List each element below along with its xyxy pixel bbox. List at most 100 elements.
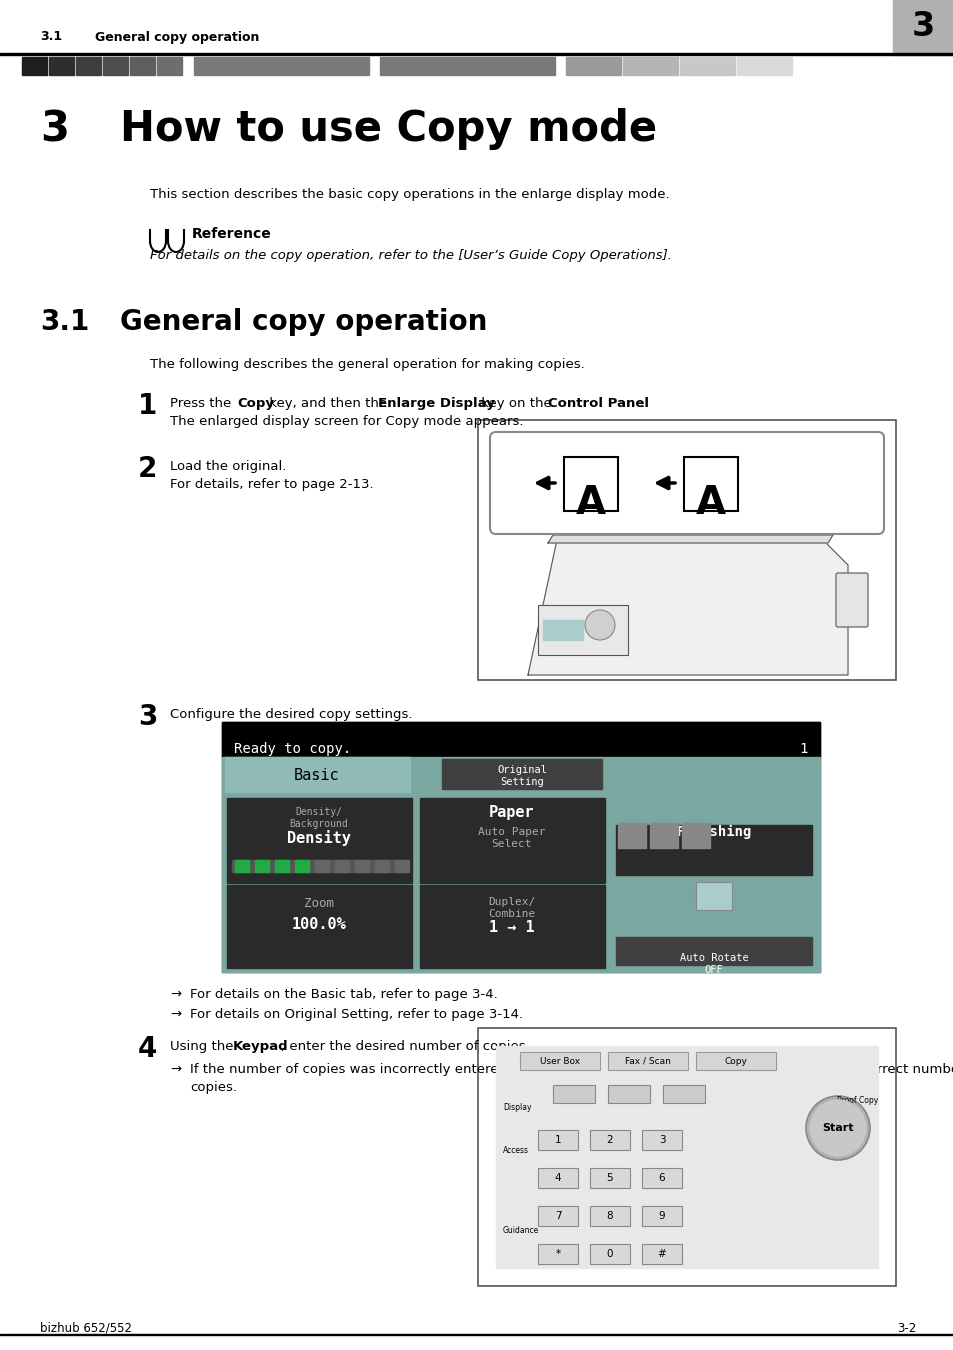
Text: Display: Display <box>502 1103 531 1112</box>
Circle shape <box>805 1096 869 1160</box>
Text: Using the: Using the <box>170 1040 237 1053</box>
Bar <box>232 860 407 872</box>
Text: 2: 2 <box>606 1135 613 1145</box>
Text: 4: 4 <box>138 1035 157 1062</box>
Text: General copy operation: General copy operation <box>95 31 259 43</box>
Bar <box>441 759 601 788</box>
Bar <box>274 860 289 872</box>
Bar <box>234 860 249 872</box>
Text: Access: Access <box>502 1146 529 1156</box>
Text: Basic: Basic <box>294 768 339 783</box>
Bar <box>737 57 791 76</box>
Text: 7: 7 <box>554 1211 560 1220</box>
Text: (clear) key in the keypad, and then enter the correct number of: (clear) key in the keypad, and then ente… <box>552 1062 953 1076</box>
Bar <box>157 57 182 76</box>
Text: 9: 9 <box>658 1211 664 1220</box>
Text: Fax / Scan: Fax / Scan <box>624 1057 670 1065</box>
Text: Zoom: Zoom <box>304 896 334 910</box>
Text: Reference: Reference <box>192 227 272 242</box>
Text: The enlarged display screen for Copy mode appears.: The enlarged display screen for Copy mod… <box>170 414 523 428</box>
Circle shape <box>584 610 615 640</box>
Text: The following describes the general operation for making copies.: The following describes the general oper… <box>150 358 584 371</box>
Text: 1 → 1: 1 → 1 <box>489 919 535 936</box>
Text: copies.: copies. <box>190 1081 236 1094</box>
Text: →: → <box>170 1008 181 1021</box>
Text: 3: 3 <box>910 11 934 43</box>
FancyBboxPatch shape <box>835 572 867 626</box>
Text: , enter the desired number of copies.: , enter the desired number of copies. <box>281 1040 529 1053</box>
Text: How to use Copy mode: How to use Copy mode <box>120 108 657 150</box>
Text: .: . <box>640 397 644 410</box>
Text: For details, refer to page 2-13.: For details, refer to page 2-13. <box>170 478 374 491</box>
Bar <box>679 57 734 76</box>
Polygon shape <box>527 535 847 675</box>
Bar <box>607 1052 687 1071</box>
Text: Paper: Paper <box>489 805 535 819</box>
Text: Enlarge Display: Enlarge Display <box>377 397 495 410</box>
Bar <box>222 757 820 795</box>
Text: key, and then the: key, and then the <box>265 397 391 410</box>
Bar <box>892 0 953 55</box>
Bar <box>496 1046 877 1268</box>
Bar <box>227 798 412 883</box>
Bar <box>419 798 604 883</box>
Bar <box>0 1334 953 1335</box>
Text: 1: 1 <box>138 392 157 420</box>
Bar <box>225 757 410 792</box>
Text: 3: 3 <box>40 108 69 150</box>
Bar <box>563 458 618 512</box>
Bar <box>613 886 814 968</box>
Text: For details on Original Setting, refer to page 3-14.: For details on Original Setting, refer t… <box>190 1008 522 1021</box>
Bar <box>696 1052 775 1071</box>
Text: key on the: key on the <box>476 397 556 410</box>
Bar <box>542 620 582 640</box>
Bar <box>130 57 154 76</box>
Bar <box>616 825 811 875</box>
Text: Ready to copy.: Ready to copy. <box>233 743 351 756</box>
Text: 4: 4 <box>554 1173 560 1183</box>
Text: Start: Start <box>821 1123 853 1133</box>
Bar <box>641 1243 681 1264</box>
Text: →: → <box>170 1062 181 1076</box>
Text: Auto Paper
Select: Auto Paper Select <box>477 828 545 849</box>
Bar <box>681 824 709 848</box>
Bar <box>622 57 678 76</box>
Text: 2: 2 <box>138 455 157 483</box>
Bar <box>193 57 369 76</box>
Bar <box>22 57 47 76</box>
FancyBboxPatch shape <box>490 432 883 535</box>
Bar <box>537 1206 578 1226</box>
Text: Copy: Copy <box>723 1057 746 1065</box>
Bar <box>254 860 269 872</box>
Bar <box>696 882 731 910</box>
Text: A: A <box>576 485 605 522</box>
Text: C: C <box>541 1062 551 1076</box>
Text: →: → <box>170 988 181 1000</box>
Text: 3: 3 <box>138 703 157 730</box>
Text: 1: 1 <box>799 743 807 756</box>
Bar <box>335 860 349 872</box>
Bar <box>537 1243 578 1264</box>
Bar <box>565 57 620 76</box>
Text: For details on the copy operation, refer to the [User’s Guide Copy Operations].: For details on the copy operation, refer… <box>150 248 671 262</box>
Bar <box>477 420 895 680</box>
Bar <box>519 1052 599 1071</box>
Bar <box>641 1206 681 1226</box>
Text: 1: 1 <box>554 1135 560 1145</box>
Bar <box>553 1085 595 1103</box>
Bar <box>314 860 329 872</box>
Text: Press the: Press the <box>170 397 235 410</box>
Text: Keypad: Keypad <box>233 1040 289 1053</box>
Text: Original
Setting: Original Setting <box>497 765 546 787</box>
Text: For details on the Basic tab, refer to page 3-4.: For details on the Basic tab, refer to p… <box>190 988 497 1000</box>
Text: 3.1: 3.1 <box>40 31 62 43</box>
Bar <box>227 886 412 968</box>
Text: 100.0%: 100.0% <box>292 917 346 932</box>
Bar <box>0 53 953 55</box>
Bar <box>222 722 820 757</box>
Bar <box>379 57 555 76</box>
Bar <box>613 795 814 880</box>
Bar <box>537 1130 578 1150</box>
Text: A: A <box>695 485 725 522</box>
Bar <box>355 860 369 872</box>
